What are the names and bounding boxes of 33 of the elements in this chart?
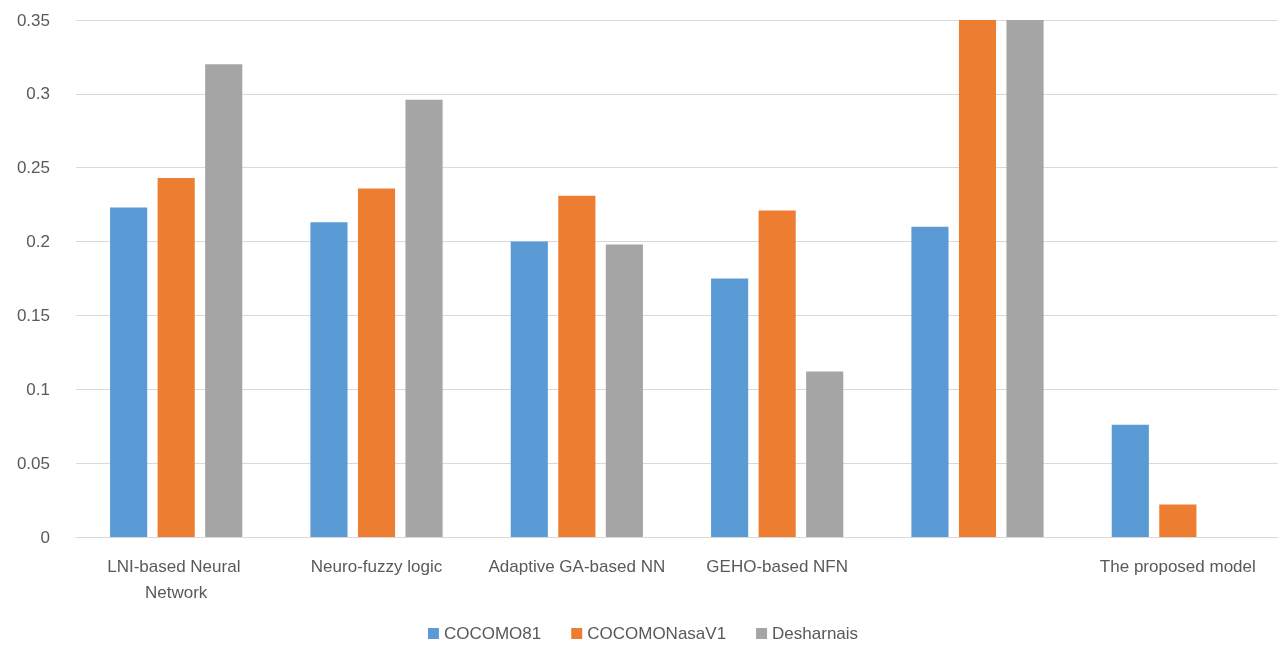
y-tick-label: 0.25 [16, 158, 50, 178]
bar [310, 222, 348, 537]
x-tick-label: Neuro-fuzzy logic [310, 556, 443, 576]
bar [558, 195, 596, 537]
bar [911, 226, 949, 537]
bar [510, 241, 548, 537]
bar [1159, 504, 1197, 537]
legend-label: COCOMO81 [443, 624, 542, 643]
x-tick-label: GEHO-based NFN [706, 556, 849, 576]
y-tick-label: 0.1 [26, 379, 50, 399]
x-tick-label: The proposed model [1099, 556, 1256, 576]
x-tick-label: Adaptive GA-based NN [488, 556, 666, 576]
bar [157, 178, 195, 537]
y-tick-label: 0.35 [16, 10, 50, 30]
bar [958, 20, 997, 537]
bar [1006, 20, 1044, 537]
bar [1111, 424, 1149, 537]
bar [806, 371, 844, 537]
bar [605, 244, 643, 537]
y-tick-label: 0.2 [26, 232, 50, 252]
y-tick-label: 0 [40, 527, 50, 547]
y-tick-label: 0.3 [26, 84, 50, 104]
x-tick-label: LNI-based Neural Network [107, 556, 246, 602]
y-tick-label: 0.15 [16, 305, 50, 325]
bar [758, 210, 796, 537]
bar [405, 99, 443, 537]
legend-label: Desharnais [772, 624, 859, 643]
y-tick-label: 0.05 [16, 453, 50, 473]
bar [711, 278, 749, 537]
bar [357, 188, 396, 537]
bar [205, 64, 243, 537]
bar [110, 207, 148, 537]
legend-label: COCOMONasaV1 [587, 624, 727, 643]
